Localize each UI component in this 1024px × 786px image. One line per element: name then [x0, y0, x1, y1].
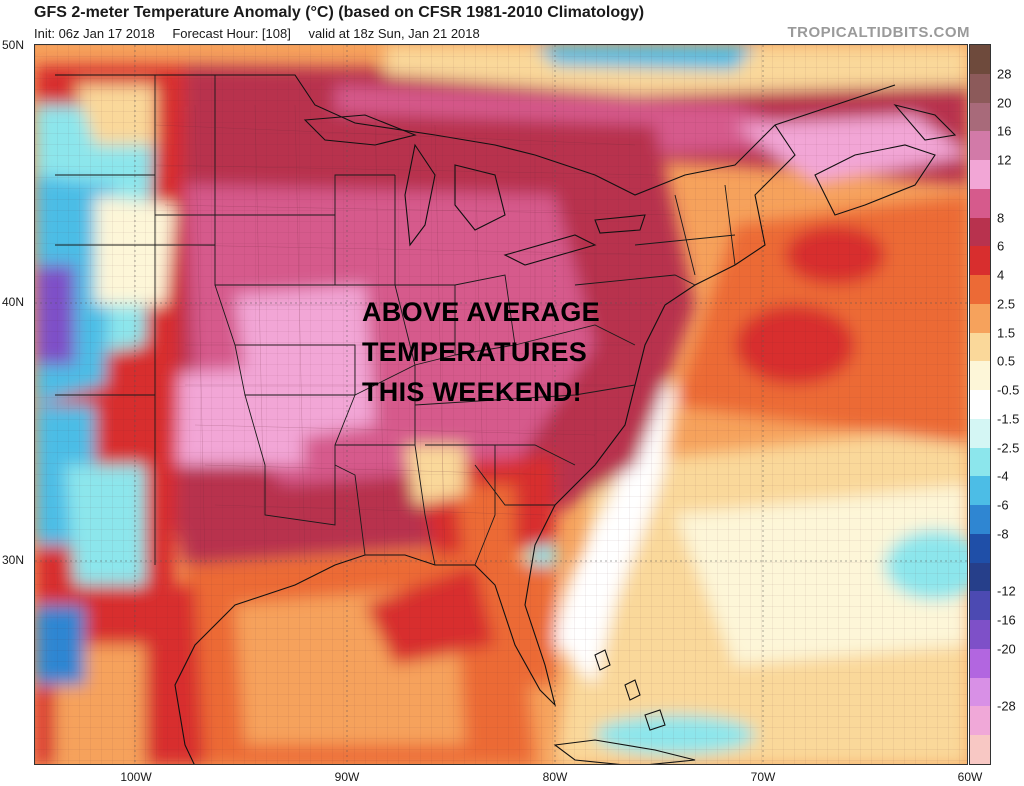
annotation-line: ABOVE AVERAGE — [362, 297, 600, 327]
legend-label: -1.5 — [997, 411, 1020, 427]
legend-swatch — [970, 447, 990, 477]
legend-label: -20 — [997, 641, 1016, 657]
brand-watermark: TROPICALTIDBITS.COM — [787, 24, 970, 41]
legend-label: 1.5 — [997, 325, 1016, 341]
legend-label: -6 — [997, 497, 1009, 513]
legend-label: 28 — [997, 66, 1012, 82]
legend-swatch — [970, 735, 990, 765]
legend-label: 0.5 — [997, 353, 1016, 369]
anomaly-map — [34, 44, 968, 765]
legend-label: 2.5 — [997, 296, 1016, 312]
lat-label-50n: 50N — [2, 38, 25, 52]
legend-label: -0.5 — [997, 382, 1020, 398]
legend-swatch — [970, 332, 990, 362]
lat-label-30n: 30N — [2, 553, 25, 567]
annotation-line: THIS WEEKEND! — [362, 377, 582, 407]
map-canvas — [35, 45, 967, 764]
lon-label-80w: 80W — [542, 770, 568, 784]
legend-swatch — [970, 303, 990, 334]
legend-label: 8 — [997, 210, 1005, 226]
legend-swatch — [970, 533, 990, 564]
legend-swatch — [970, 620, 990, 650]
legend-swatch — [970, 275, 990, 305]
chart-title: GFS 2-meter Temperature Anomaly (°C) (ba… — [34, 4, 645, 21]
legend-swatch — [970, 246, 990, 276]
legend-label: -12 — [997, 583, 1016, 599]
legend-swatch — [970, 361, 990, 391]
init-time: Init: 06z Jan 17 2018 — [34, 26, 155, 41]
legend-swatch — [970, 562, 990, 592]
lon-label-100w: 100W — [120, 770, 152, 784]
legend-label: 4 — [997, 267, 1005, 283]
legend-swatch — [970, 476, 990, 506]
county-lines — [154, 104, 686, 566]
legend-swatch — [970, 45, 990, 75]
lon-label-90w: 90W — [334, 770, 360, 784]
lon-label-70w: 70W — [750, 770, 776, 784]
legend-swatch — [970, 677, 990, 707]
legend-label: -8 — [997, 526, 1009, 542]
legend-swatch — [970, 73, 990, 103]
legend-label: -16 — [997, 612, 1016, 628]
legend-swatch — [970, 217, 990, 247]
lon-label-60w: 60W — [957, 770, 983, 784]
legend-label: 20 — [997, 95, 1012, 111]
legend-swatch — [970, 102, 990, 132]
legend-label: 6 — [997, 238, 1005, 254]
legend-label: -28 — [997, 698, 1016, 714]
chart-subtitle: Init: 06z Jan 17 2018 Forecast Hour: [10… — [34, 26, 494, 41]
legend-swatch — [970, 505, 990, 535]
legend-label: -2.5 — [997, 440, 1020, 456]
legend-label: -4 — [997, 468, 1009, 484]
county-grid — [35, 45, 967, 764]
legend-swatch — [970, 706, 990, 736]
legend-swatch — [970, 648, 990, 679]
forecast-hour: Forecast Hour: [108] — [172, 26, 291, 41]
annotation-line: TEMPERATURES — [362, 337, 588, 367]
legend-label: 16 — [997, 123, 1012, 139]
lat-label-40n: 40N — [2, 295, 25, 309]
legend-swatch — [970, 591, 990, 621]
legend-swatch — [970, 418, 990, 449]
legend-swatch — [970, 131, 990, 161]
legend-swatch — [970, 160, 990, 190]
valid-time: valid at 18z Sun, Jan 21 2018 — [308, 26, 480, 41]
annotation-text: ABOVE AVERAGE TEMPERATURES THIS WEEKEND! — [362, 292, 662, 412]
color-legend — [969, 44, 991, 765]
state-borders — [55, 75, 736, 566]
graticule — [35, 45, 967, 764]
legend-label: 12 — [997, 152, 1012, 168]
legend-swatch — [970, 188, 990, 219]
legend-swatch — [970, 390, 990, 420]
coastlines — [55, 74, 957, 764]
